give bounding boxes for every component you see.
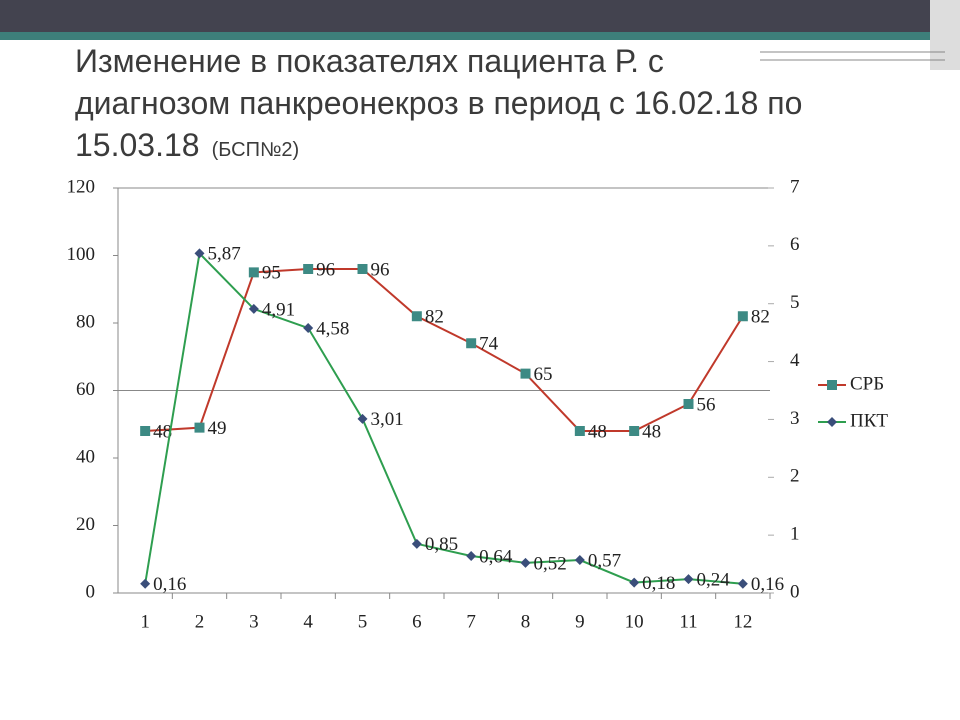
y2-tick-label: 4 [790, 350, 800, 371]
value-label: 0,64 [479, 546, 513, 567]
legend-label: ПКТ [850, 410, 888, 431]
marker [520, 557, 531, 568]
marker [140, 426, 151, 436]
x-tick-label: 6 [412, 611, 422, 632]
marker [248, 267, 259, 278]
top-banner [0, 0, 960, 32]
marker [194, 248, 205, 259]
x-tick-label: 11 [679, 611, 697, 632]
x-tick-label: 7 [466, 611, 476, 632]
y-tick-label: 100 [67, 244, 96, 265]
legend-marker [827, 417, 837, 427]
value-label: 0,52 [534, 553, 567, 574]
y-tick-label: 0 [86, 581, 96, 602]
marker [629, 426, 640, 436]
marker [466, 550, 477, 561]
y-tick-label: 80 [76, 311, 95, 332]
value-label: 48 [588, 421, 607, 442]
x-tick-label: 2 [195, 611, 205, 632]
marker [248, 303, 259, 314]
y2-tick-label: 0 [790, 581, 800, 602]
value-label: 48 [642, 421, 661, 442]
marker [357, 264, 368, 274]
value-label: 0,57 [588, 550, 621, 571]
series-line [144, 251, 743, 585]
y2-tick-label: 7 [790, 176, 800, 197]
marker [520, 368, 531, 379]
marker [683, 574, 694, 585]
value-label: 65 [534, 364, 553, 385]
y2-tick-label: 3 [790, 408, 800, 429]
marker [466, 338, 477, 349]
y2-tick-label: 5 [790, 292, 800, 313]
marker [737, 311, 748, 322]
marker [683, 399, 694, 409]
value-label: 56 [697, 394, 716, 415]
y-tick-label: 20 [76, 514, 95, 535]
y2-tick-label: 2 [790, 466, 800, 487]
value-label: 82 [425, 307, 444, 328]
marker [629, 577, 640, 588]
marker [140, 578, 151, 589]
value-label: 0,24 [697, 569, 731, 590]
marker [411, 311, 422, 322]
x-tick-label: 10 [625, 611, 644, 632]
y2-tick-label: 6 [790, 234, 800, 255]
marker [574, 555, 585, 566]
accent-stripe [0, 32, 930, 40]
x-tick-label: 9 [575, 611, 585, 632]
y-tick-label: 120 [67, 176, 96, 197]
series-line [145, 268, 744, 432]
x-tick-label: 1 [140, 611, 150, 632]
corner-decor [930, 0, 960, 70]
marker [194, 422, 205, 433]
value-label: 4,58 [316, 318, 349, 339]
value-label: 96 [371, 259, 390, 280]
y-tick-label: 40 [76, 446, 95, 467]
value-label: 74 [479, 334, 499, 355]
marker [574, 426, 585, 436]
value-label: 0,16 [751, 574, 784, 595]
x-tick-label: 4 [303, 611, 313, 632]
x-tick-label: 12 [733, 611, 752, 632]
x-tick-label: 8 [521, 611, 531, 632]
value-label: 4,91 [262, 299, 295, 320]
marker [411, 538, 422, 549]
value-label: 5,87 [208, 244, 241, 265]
value-label: 96 [316, 259, 335, 280]
value-label: 95 [262, 263, 281, 284]
value-label: 3,01 [371, 409, 404, 430]
legend-marker [827, 380, 837, 390]
value-label: 49 [208, 418, 227, 439]
marker [303, 264, 314, 274]
value-label: 82 [751, 307, 770, 328]
value-label: 0,16 [153, 574, 186, 595]
x-tick-label: 3 [249, 611, 259, 632]
value-label: 48 [153, 421, 172, 442]
value-label: 0,18 [642, 573, 675, 594]
y2-tick-label: 1 [790, 524, 800, 545]
value-label: 0,85 [425, 534, 458, 555]
y-tick-label: 60 [76, 379, 95, 400]
chart-subtitle: (БСП№2) [212, 139, 300, 161]
marker [737, 578, 748, 589]
marker [357, 413, 368, 424]
marker [303, 323, 314, 334]
legend-label: СРБ [850, 373, 884, 394]
x-tick-label: 5 [358, 611, 368, 632]
chart-title: Изменение в показателях пациента Р. с диа… [75, 43, 802, 163]
